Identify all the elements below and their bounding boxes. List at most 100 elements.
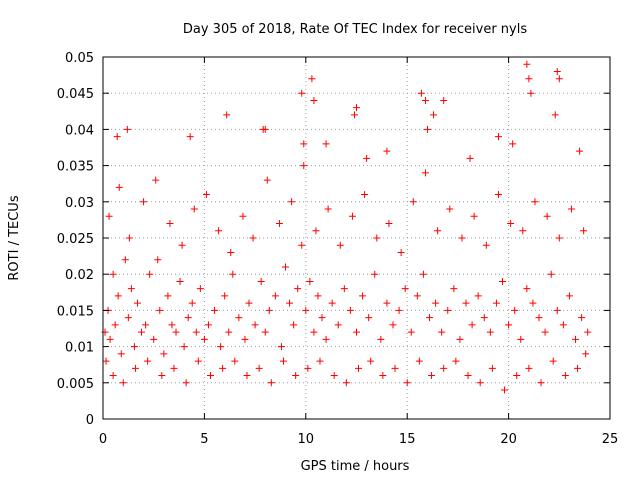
data-point [421,96,429,104]
data-point [144,357,152,365]
data-point [117,350,125,358]
data-point [572,335,580,343]
data-point [361,191,369,199]
data-point [124,314,132,322]
data-point [176,277,184,285]
data-point [180,343,188,351]
data-point [348,212,356,220]
data-point [494,191,502,199]
data-point [312,227,320,235]
data-point [142,321,150,329]
data-point [182,379,190,387]
data-point [202,191,210,199]
data-point [146,270,154,278]
y-tick-label: 0.045 [57,87,94,102]
data-point [113,133,121,141]
data-point [561,372,569,380]
data-point [316,357,324,365]
data-point [452,357,460,365]
data-point [164,292,172,300]
data-point [154,256,162,264]
data-point [403,379,411,387]
data-point [494,133,502,141]
data-point [302,306,310,314]
data-point [275,220,283,228]
data-point [567,205,575,213]
data-point [249,234,257,242]
x-axis-title: GPS time / hours [301,459,410,474]
data-point [438,328,446,336]
data-point [261,328,269,336]
data-point [551,111,559,119]
grid-layer [103,57,610,419]
data-point [513,372,521,380]
data-point [553,306,561,314]
data-point [306,277,314,285]
data-point [271,292,279,300]
data-point [170,364,178,372]
y-tick-label: 0 [86,413,94,428]
y-tick-label: 0.035 [57,160,94,175]
data-point [555,234,563,242]
data-point [423,125,431,133]
data-point [482,241,490,249]
data-point [330,372,338,380]
data-point [432,299,440,307]
data-point [517,335,525,343]
data-point [456,335,464,343]
data-point [231,357,239,365]
data-point [407,328,415,336]
y-tick-label: 0.04 [65,123,94,138]
ticks-layer: 0 5 10 15 20 25 0 0.005 0.01 0.015 0.02 0.025 0.03 0.… [57,51,618,447]
y-tick-label: 0.025 [57,232,94,247]
data-point [160,350,168,358]
data-point [178,241,186,249]
data-point [166,220,174,228]
data-point [322,335,330,343]
data-point [255,364,263,372]
data-point [492,299,500,307]
data-point [308,75,316,83]
data-point [225,328,233,336]
data-point [385,220,393,228]
data-point [334,321,342,329]
data-point [184,314,192,322]
data-point [468,321,476,329]
data-point [125,234,133,242]
data-point [395,306,403,314]
data-point [355,364,363,372]
data-point [458,234,466,242]
data-point [156,306,164,314]
points-layer [101,60,592,394]
data-point [574,364,582,372]
data-point [239,212,247,220]
data-point [150,335,158,343]
data-point [300,140,308,148]
data-point [130,343,138,351]
data-point [200,335,208,343]
data-point [383,147,391,155]
data-point [277,343,285,351]
data-point [547,270,555,278]
data-point [565,292,573,300]
data-point [582,350,590,358]
data-point [553,67,561,75]
data-point [377,335,385,343]
data-point [298,89,306,97]
data-point [401,285,409,293]
data-point [109,372,117,380]
data-point [292,372,300,380]
data-point [138,328,146,336]
data-point [219,364,227,372]
data-point [265,306,273,314]
data-point [294,285,302,293]
data-point [263,176,271,184]
data-point [353,328,360,336]
data-point [450,285,458,293]
data-point [480,314,488,322]
data-point [509,140,517,148]
data-point [346,306,354,314]
data-point [511,306,519,314]
data-point [111,321,119,329]
data-point [541,328,549,336]
